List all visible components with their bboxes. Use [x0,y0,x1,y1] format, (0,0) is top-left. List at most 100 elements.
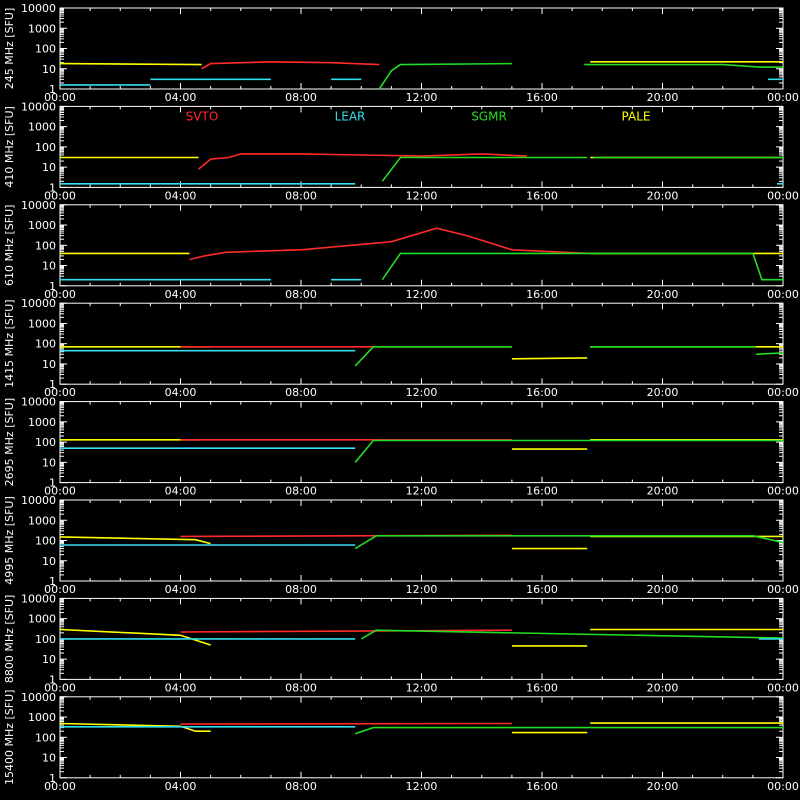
y-tick-label: 10 [42,63,56,76]
y-tick-label: 1000 [28,121,56,134]
y-tick-label: 10000 [21,691,56,704]
series-pale-line [59,536,211,545]
x-tick-label: 20:00 [647,681,679,694]
y-tick-label: 1 [49,575,56,588]
x-tick-label: 04:00 [165,583,197,596]
x-tick-label: 20:00 [647,189,679,202]
x-tick-label: 00:00 [767,189,799,202]
x-tick-label: 04:00 [165,485,197,498]
x-tick-label: 16:00 [526,288,558,301]
x-tick-label: 00:00 [767,288,799,301]
series-sgmr-line [381,156,588,182]
x-tick-label: 00:00 [767,386,799,399]
y-tick-label: 10000 [21,100,56,113]
x-tick-label: 00:00 [44,288,76,301]
y-tick-label: 100 [35,731,56,744]
x-tick-label: 08:00 [285,386,317,399]
x-tick-label: 12:00 [406,189,438,202]
y-tick-label: 100 [35,239,56,252]
y-tick-label: 10000 [21,2,56,15]
y-tick-label: 10000 [21,494,56,507]
y-tick-label: 1 [49,772,56,785]
x-tick-label: 00:00 [767,780,799,793]
x-tick-label: 00:00 [767,485,799,498]
legend-pale: PALE [622,109,651,123]
series-svto-line [180,629,512,633]
x-tick-label: 00:00 [44,189,76,202]
series-sgmr-line [381,252,783,281]
series-pale-line [59,722,211,733]
x-tick-label: 00:00 [767,91,799,104]
y-tick-label: 1000 [28,22,56,35]
panel-6: 1 10 100 1000 10000 00:00 04:00 08:00 12:00 16:00… [3,592,799,694]
y-tick-label: 10 [42,752,56,765]
x-tick-label: 00:00 [44,386,76,399]
x-tick-label: 12:00 [406,91,438,104]
x-tick-label: 00:00 [767,681,799,694]
y-tick-label: 1000 [28,416,56,429]
y-tick-label: 1000 [28,613,56,626]
x-tick-label: 00:00 [767,583,799,596]
x-tick-label: 16:00 [526,485,558,498]
panel-0: 1 10 100 1000 10000 00:00 04:00 08:00 12:00 16:00… [3,2,799,104]
series-sgmr-line [378,62,512,90]
y-axis-label: 245 MHz [SFU] [3,8,16,89]
series-sgmr-line [755,352,784,356]
x-tick-label: 04:00 [165,288,197,301]
series-sgmr-line [354,345,512,367]
x-tick-label: 00:00 [44,780,76,793]
panel-frame [59,401,784,484]
x-tick-label: 04:00 [165,681,197,694]
x-tick-label: 12:00 [406,288,438,301]
y-tick-label: 10000 [21,199,56,212]
series-sgmr-line [584,63,783,68]
y-tick-label: 10 [42,358,56,371]
panel-4: 1 10 100 1000 10000 00:00 04:00 08:00 12:00 16:00… [3,396,799,498]
y-tick-label: 1 [49,280,56,293]
x-tick-label: 20:00 [647,583,679,596]
y-tick-label: 1000 [28,711,56,724]
y-tick-label: 100 [35,633,56,646]
x-tick-label: 16:00 [526,583,558,596]
panel-frame [59,499,784,582]
x-tick-label: 20:00 [647,91,679,104]
x-tick-label: 20:00 [647,780,679,793]
y-tick-label: 1000 [28,219,56,232]
x-tick-label: 12:00 [406,583,438,596]
x-tick-label: 08:00 [285,91,317,104]
series-svto-line [201,60,380,70]
panel-frame [59,204,784,287]
x-tick-label: 04:00 [165,91,197,104]
x-tick-label: 12:00 [406,681,438,694]
y-tick-label: 100 [35,436,56,449]
x-tick-label: 12:00 [406,780,438,793]
x-tick-label: 08:00 [285,780,317,793]
panel-1: 1 10 100 1000 10000 00:00 04:00 08:00 12:00 16:00… [3,100,799,202]
x-tick-label: 16:00 [526,189,558,202]
x-tick-label: 08:00 [285,189,317,202]
panel-7: 1 10 100 1000 10000 00:00 04:00 08:00 12:00 16:00… [3,690,799,793]
x-tick-label: 08:00 [285,583,317,596]
legend-lear: LEAR [335,109,366,123]
y-axis-label: 15400 MHz [SFU] [3,690,16,785]
x-tick-label: 12:00 [406,386,438,399]
x-tick-label: 00:00 [44,485,76,498]
x-tick-label: 20:00 [647,386,679,399]
panel-5: 1 10 100 1000 10000 00:00 04:00 08:00 12:00 16:00… [3,494,799,596]
y-tick-label: 1000 [28,514,56,527]
panel-frame [59,302,784,385]
y-tick-label: 10 [42,653,56,666]
x-tick-label: 00:00 [44,91,76,104]
y-tick-label: 1 [49,378,56,391]
y-axis-label: 410 MHz [SFU] [3,106,16,187]
x-tick-label: 16:00 [526,386,558,399]
x-tick-label: 20:00 [647,485,679,498]
y-axis-label: 1415 MHz [SFU] [3,299,16,387]
series-sgmr-line [360,629,784,640]
panel-3: 1 10 100 1000 10000 00:00 04:00 08:00 12:00 16:00… [3,297,799,399]
y-axis-label: 4995 MHz [SFU] [3,496,16,584]
y-tick-label: 10000 [21,396,56,409]
legend-svto: SVTO [186,109,219,123]
y-tick-label: 1 [49,477,56,490]
